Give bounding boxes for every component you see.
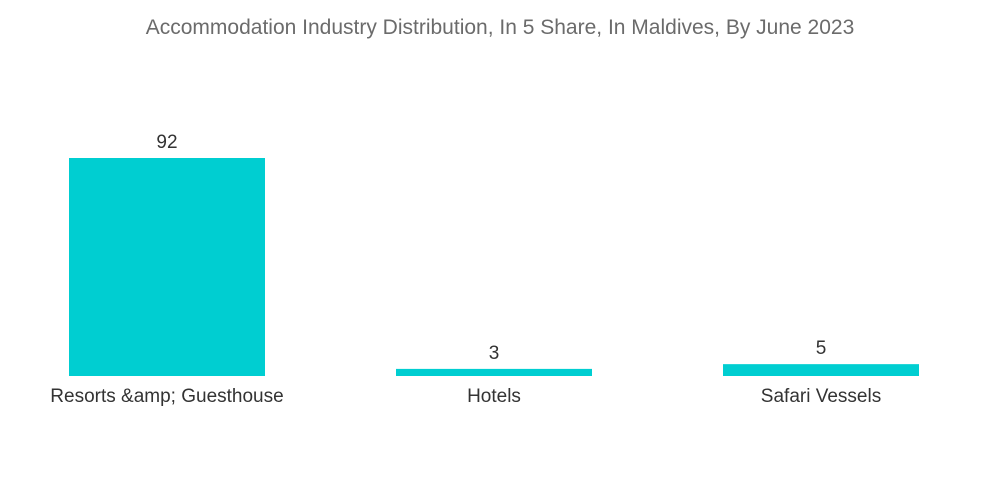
chart-title: Accommodation Industry Distribution, In … xyxy=(145,16,855,39)
category-label-0: Resorts &amp; Guesthouse xyxy=(50,386,283,407)
bar-value-label-0: 92 xyxy=(156,132,177,153)
category-label-2: Safari Vessels xyxy=(761,386,881,407)
category-label-1: Hotels xyxy=(467,386,521,407)
bar-2 xyxy=(723,364,919,376)
bar-1 xyxy=(396,368,592,376)
bar-value-label-2: 5 xyxy=(816,338,827,359)
bars-layer: 92 Resorts &amp; Guesthouse 3 Hotels 5 Safari… xyxy=(50,132,919,407)
bar-value-label-1: 3 xyxy=(489,343,500,364)
bar-0 xyxy=(69,158,265,376)
